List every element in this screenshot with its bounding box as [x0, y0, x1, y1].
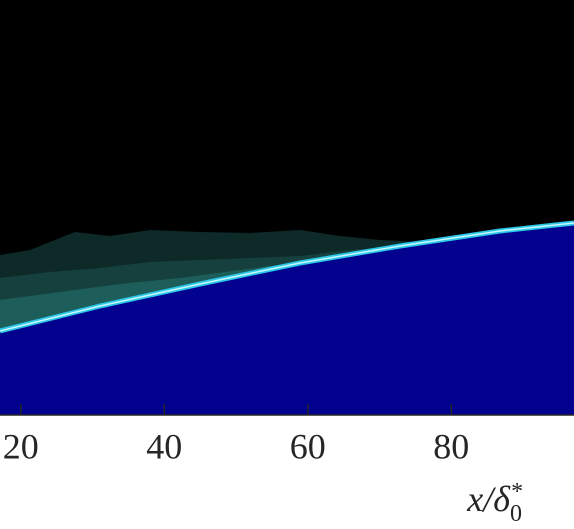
interface-line [0, 222, 574, 332]
x-tick-label: 60 [290, 426, 326, 466]
laminar-region [0, 224, 574, 415]
x-tick-label: 40 [146, 426, 182, 466]
x-axis-label-sup: * [510, 479, 522, 505]
x-axis-label: x/δ* 0 [466, 479, 522, 527]
x-axis-label-sub: 0 [510, 501, 522, 527]
x-tick-label: 80 [433, 426, 469, 466]
x-tick-label: 20 [3, 426, 39, 466]
x-axis-label-base: x/δ [466, 479, 511, 519]
field [0, 0, 574, 415]
